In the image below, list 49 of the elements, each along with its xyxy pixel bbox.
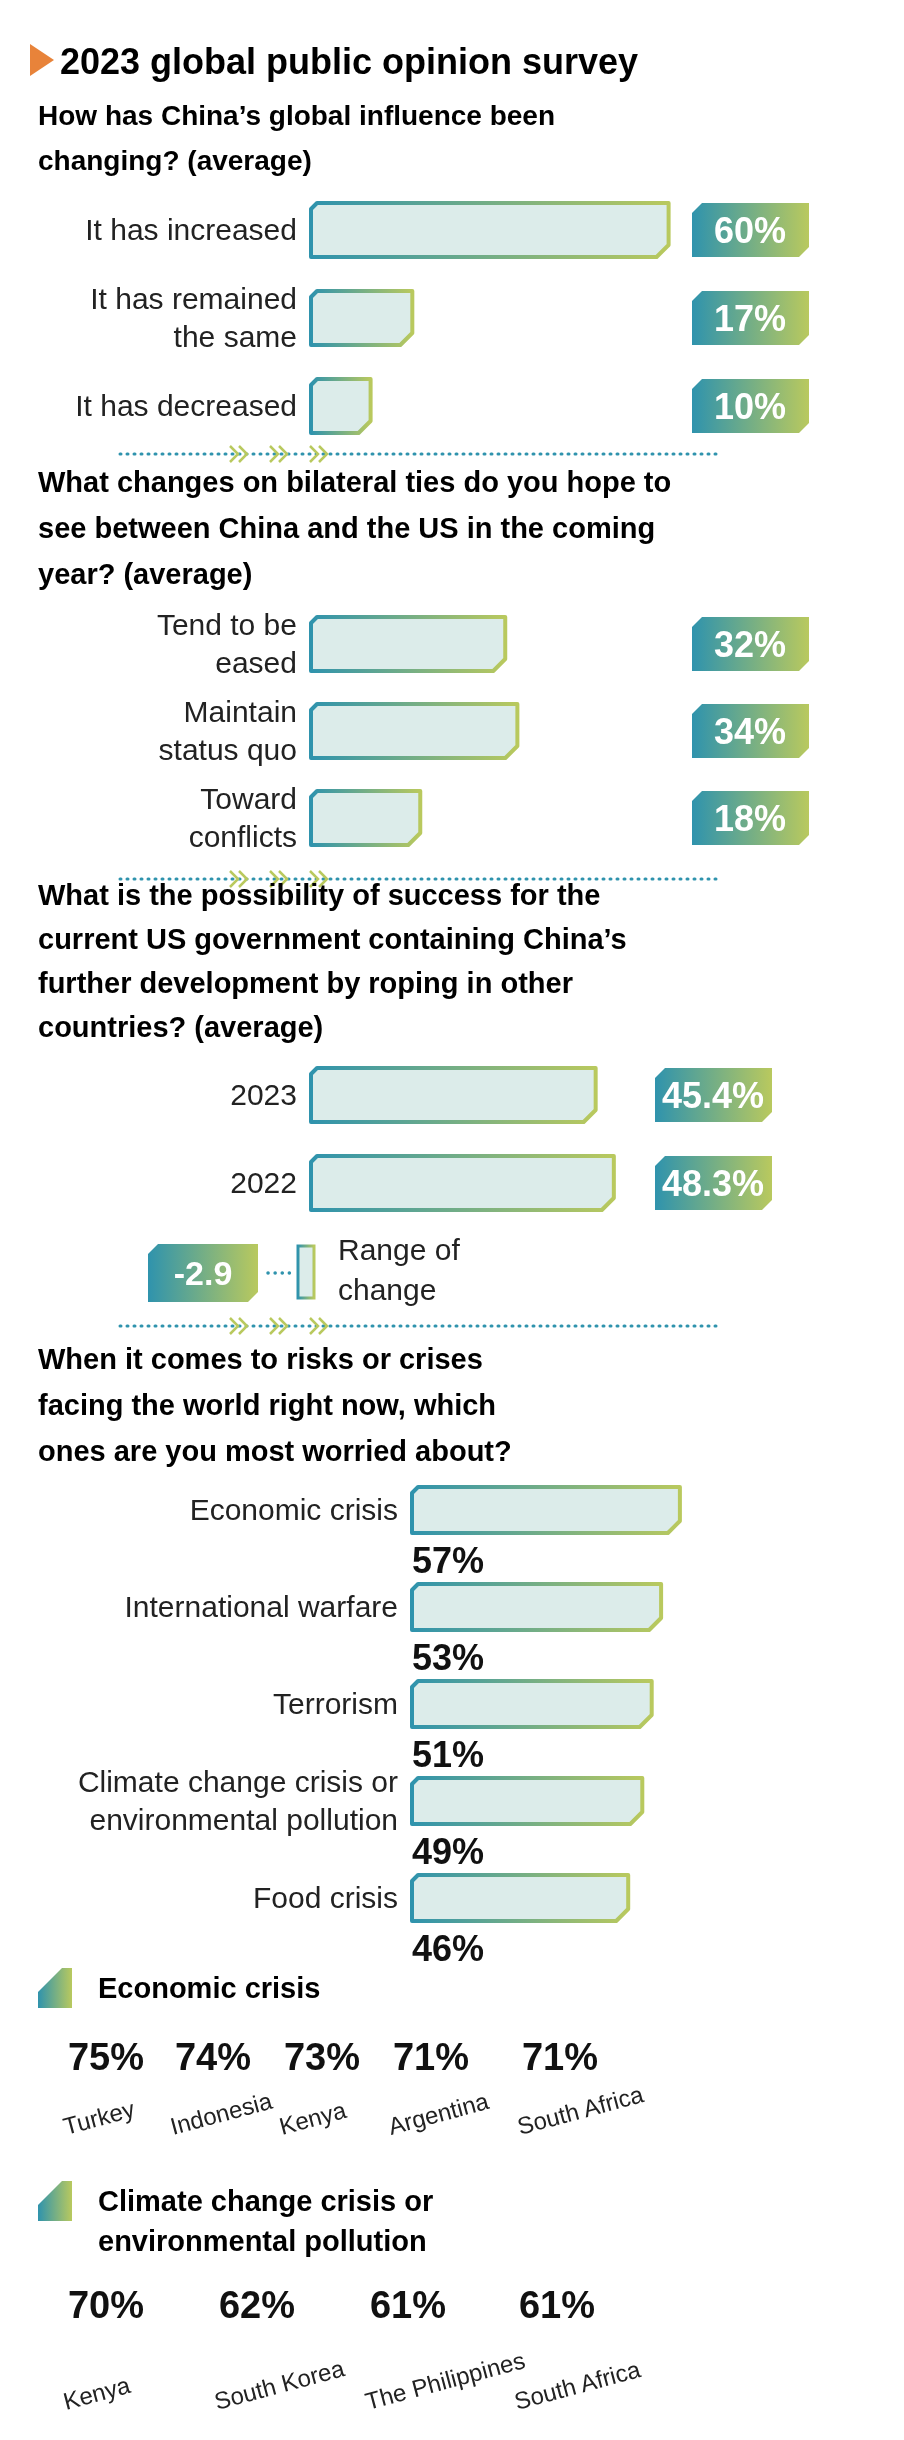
chart-title: When it comes to risks or crises facing the world right now, which ones are you most worried about? xyxy=(38,1343,512,1467)
category-label: Turkey xyxy=(60,2094,138,2140)
y-tick-label: International warfare xyxy=(124,1590,398,1623)
y-tick-label: It has increased xyxy=(85,213,297,246)
data-label: 61% xyxy=(369,2284,447,2326)
data-label: 70% xyxy=(67,2284,145,2326)
data-label: 10% xyxy=(713,386,787,427)
data-label: 60% xyxy=(713,210,787,251)
y-tick-label: Climate change crisis or environmental pollution xyxy=(77,1765,398,1836)
y-tick-label: 2023 xyxy=(230,1078,297,1111)
y-tick-label: 2022 xyxy=(230,1166,297,1199)
y-tick-label: Toward conflicts xyxy=(188,782,297,853)
chart-title: What is the possibility of success for the current US government containing China’s further development by roping in other countries? (average) xyxy=(38,879,627,1043)
data-label: 17% xyxy=(713,298,787,339)
y-tick-label: Maintain status quo xyxy=(158,695,297,766)
data-label: 57% xyxy=(412,1540,485,1581)
data-label: 46% xyxy=(412,1928,485,1969)
data-label: 32% xyxy=(713,624,787,665)
y-tick-label: Terrorism xyxy=(273,1687,398,1720)
y-tick-label: Tend to be eased xyxy=(156,608,297,679)
y-tick-label: Economic crisis xyxy=(189,1493,398,1526)
y-tick-label: It has decreased xyxy=(75,389,297,422)
category-label: South Africa xyxy=(514,2080,647,2140)
data-label: 48.3% xyxy=(661,1163,765,1204)
text: Range of change xyxy=(338,1233,461,1306)
chart-subtitle: How has China’s global influence been changing? (average) xyxy=(38,100,556,176)
category-label: Kenya xyxy=(276,2095,350,2140)
text: -2.9 xyxy=(173,1254,233,1292)
data-label: 74% xyxy=(174,2036,252,2078)
category-label: Argentina xyxy=(385,2086,493,2140)
y-tick-label: Food crisis xyxy=(252,1881,398,1914)
data-label: 45.4% xyxy=(661,1075,765,1116)
category-label: Indonesia xyxy=(167,2086,276,2140)
data-label: 73% xyxy=(283,2036,361,2078)
chart-title: What changes on bilateral ties do you hope to see between China and the US in the coming year? (average) xyxy=(38,466,672,590)
data-label: 49% xyxy=(412,1831,485,1872)
data-label: 62% xyxy=(218,2284,296,2326)
chart-title: 2023 global public opinion survey xyxy=(60,41,639,82)
category-label: South Korea xyxy=(211,2354,348,2415)
data-label: 61% xyxy=(518,2284,596,2326)
category-label: Kenya xyxy=(60,2370,134,2415)
y-tick-label: It has remained the same xyxy=(90,282,297,353)
data-label: 53% xyxy=(412,1637,485,1678)
data-label: 71% xyxy=(521,2036,599,2078)
data-label: 75% xyxy=(67,2036,145,2078)
data-label: 71% xyxy=(392,2036,470,2078)
data-label: 51% xyxy=(412,1734,485,1775)
data-label: 18% xyxy=(713,798,787,839)
data-label: 34% xyxy=(713,711,787,752)
